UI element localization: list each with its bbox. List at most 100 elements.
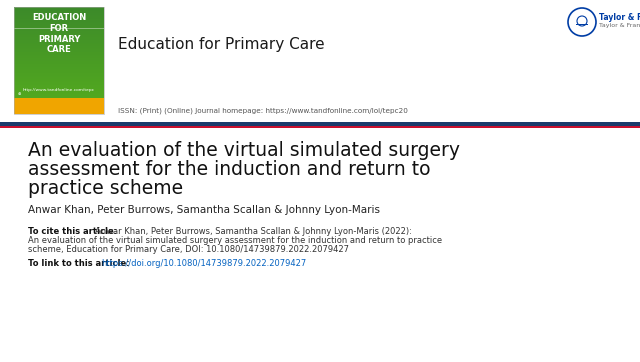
Bar [14,65,104,66]
Text: An evaluation of the virtual simulated surgery: An evaluation of the virtual simulated s… [28,141,460,160]
Bar [14,113,104,114]
Text: Anwar Khan, Peter Burrows, Samantha Scallan & Johnny Lyon-Maris: Anwar Khan, Peter Burrows, Samantha Scal… [28,205,380,215]
Bar [14,87,104,88]
Bar [14,79,104,80]
Bar [14,55,104,56]
Bar [14,106,104,107]
Bar [14,93,104,94]
Bar [14,46,104,47]
Bar [14,14,104,15]
Bar [14,84,104,85]
Bar [14,96,104,97]
Bar [14,19,104,20]
Bar [14,72,104,73]
Bar [14,62,104,63]
Text: ⊕: ⊕ [18,92,22,96]
Bar [0,122,640,126]
Bar [14,28,104,29]
Bar [14,71,104,72]
Bar [14,109,104,110]
Bar [14,66,104,67]
Circle shape [577,16,587,26]
Text: practice scheme: practice scheme [28,179,183,198]
Bar [14,41,104,42]
Bar [14,34,104,35]
Bar [14,105,104,106]
Bar [14,107,104,108]
Bar [14,81,104,82]
Bar [14,97,104,98]
Bar [14,112,104,113]
Bar [14,31,104,32]
Bar [14,28,104,29]
Text: scheme, Education for Primary Care, DOI: 10.1080/14739879.2022.2079427: scheme, Education for Primary Care, DOI:… [28,245,349,254]
Bar [14,44,104,45]
Bar [14,42,104,43]
Bar [14,54,104,55]
Bar [14,43,104,44]
Bar [14,21,104,22]
Bar [14,10,104,11]
Bar [14,47,104,48]
Bar [14,60,104,61]
Bar [14,30,104,31]
Bar [14,11,104,12]
Bar [14,37,104,38]
Bar [14,104,104,105]
Bar [14,73,104,74]
Text: http://www.tandfonline.com/tepc: http://www.tandfonline.com/tepc [23,88,95,92]
Bar [14,95,104,96]
Text: assessment for the induction and return to: assessment for the induction and return … [28,160,431,179]
Bar [14,20,104,21]
Bar [14,18,104,19]
Bar [14,90,104,91]
Text: Anwar Khan, Peter Burrows, Samantha Scallan & Johnny Lyon-Maris (2022):: Anwar Khan, Peter Burrows, Samantha Scal… [95,227,412,236]
Bar [14,38,104,39]
Bar [0,0,640,125]
Text: An evaluation of the virtual simulated surgery assessment for the induction and : An evaluation of the virtual simulated s… [28,236,442,245]
Bar [14,67,104,68]
Bar [14,36,104,37]
Bar [14,23,104,24]
Bar [576,24,588,25]
Bar [14,77,104,78]
Bar [14,15,104,16]
Bar [14,12,104,13]
Bar [14,51,104,52]
Bar [14,33,104,34]
Bar [14,59,104,60]
Bar [14,102,104,103]
Bar [14,69,104,70]
Bar [14,110,104,111]
Text: To link to this article:: To link to this article: [28,259,132,268]
Bar [14,17,104,18]
Bar [14,48,104,49]
Bar [14,52,104,53]
Bar [14,80,104,81]
Text: https://doi.org/10.1080/14739879.2022.2079427: https://doi.org/10.1080/14739879.2022.20… [101,259,307,268]
Bar [14,39,104,40]
Bar [14,89,104,90]
Bar [14,24,104,25]
Text: ISSN: (Print) (Online) Journal homepage: https://www.tandfonline.com/loi/tepc20: ISSN: (Print) (Online) Journal homepage:… [118,108,408,114]
Bar [14,98,104,114]
Bar [14,68,104,69]
Bar [14,9,104,10]
Bar [14,103,104,104]
Text: Taylor & Francis Group: Taylor & Francis Group [599,24,640,29]
Bar [14,88,104,89]
Bar [14,7,104,8]
Bar [14,49,104,50]
Bar [14,63,104,64]
Bar [14,64,104,65]
Bar [14,83,104,84]
Bar [14,53,104,54]
Bar [14,101,104,102]
Bar [14,91,104,92]
Bar [14,57,104,58]
Bar [14,76,104,77]
Bar [0,126,640,128]
Bar [14,86,104,87]
Bar [14,78,104,79]
Circle shape [568,8,596,36]
